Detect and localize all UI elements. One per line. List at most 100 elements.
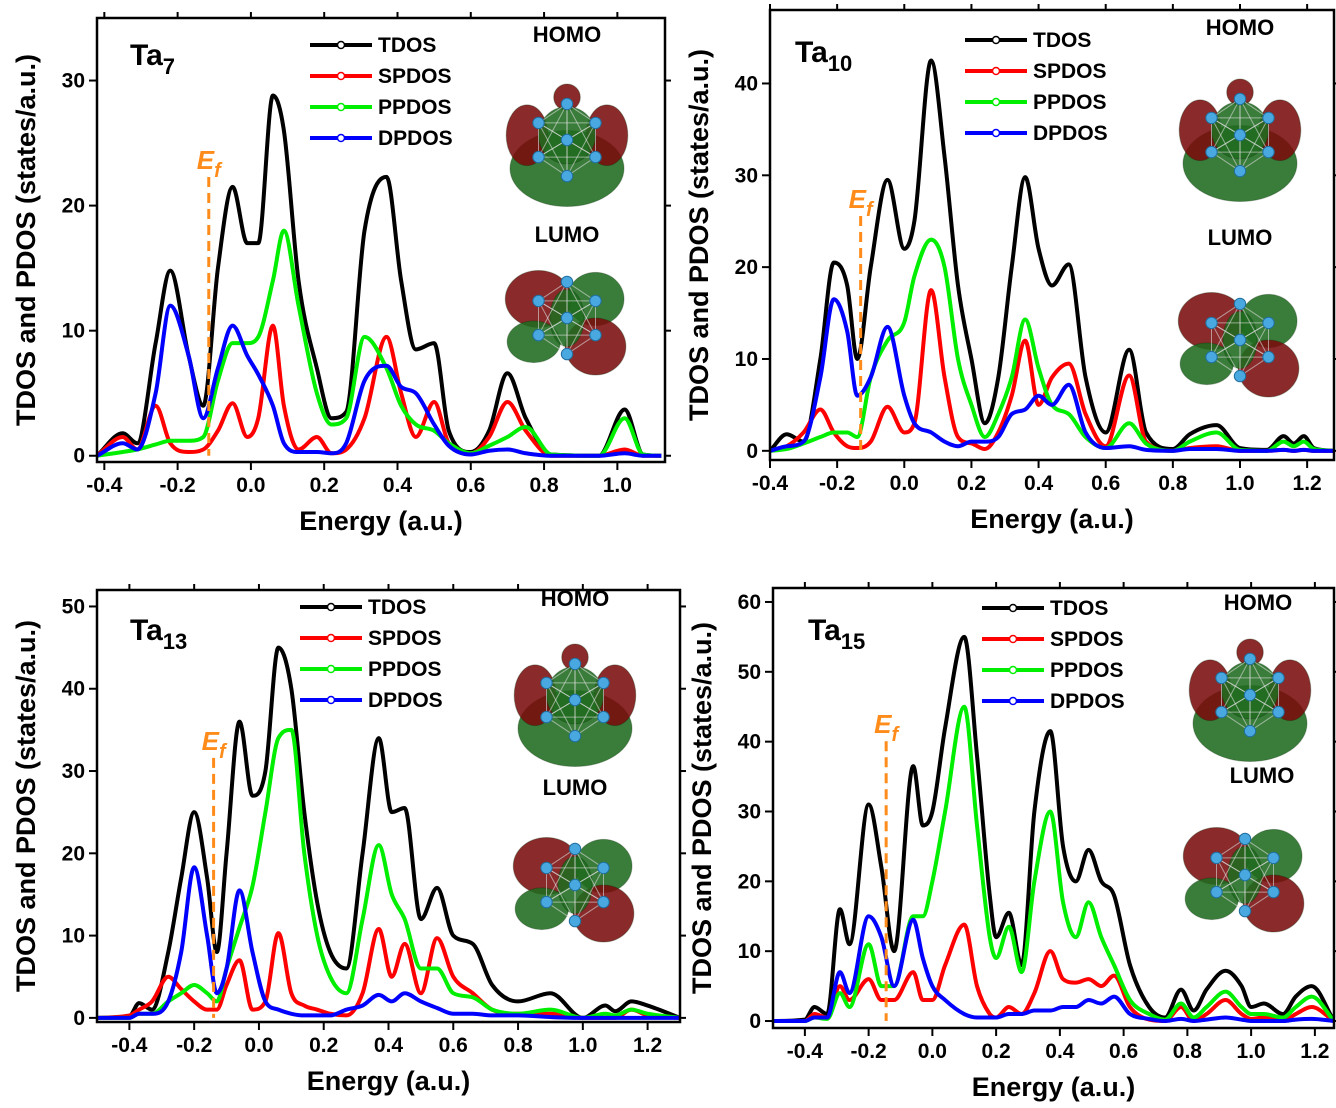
fermi-label: Ef: [202, 726, 228, 763]
panel-title: Ta7: [130, 39, 175, 79]
atom: [568, 842, 582, 856]
series-line: [97, 865, 680, 1020]
plot-frame: [95, 588, 682, 1024]
legend-label: SPDOS: [378, 65, 452, 88]
atom: [1262, 111, 1275, 125]
atom: [1210, 851, 1223, 865]
atom: [560, 97, 574, 111]
atom: [568, 729, 582, 743]
bond: [574, 682, 604, 737]
atom: [1243, 724, 1257, 738]
bond: [574, 848, 604, 903]
bond: [1239, 117, 1269, 172]
x-tick-label: 1.0: [1237, 1040, 1266, 1063]
bond: [1249, 658, 1279, 713]
atom: [1233, 92, 1247, 106]
bond: [574, 663, 604, 718]
orbital-image: [1182, 827, 1305, 933]
bond: [1239, 303, 1269, 358]
atom: [560, 311, 574, 325]
plot-frame: [771, 586, 1336, 1030]
panel-title-main: Ta: [130, 39, 163, 72]
atom: [1205, 316, 1218, 330]
x-tick-label: 0.2: [957, 472, 986, 495]
inset-label: HOMO: [533, 22, 601, 47]
legend-label: TDOS: [1050, 597, 1108, 620]
atom: [597, 676, 610, 690]
atom: [1205, 350, 1218, 364]
atom: [1267, 851, 1280, 865]
bond: [538, 300, 568, 355]
fermi-label-main: E: [202, 726, 220, 756]
atom: [1205, 145, 1218, 159]
legend-label: SPDOS: [368, 627, 442, 650]
atom: [1215, 705, 1228, 719]
atom: [1210, 885, 1223, 899]
legend-label: PPDOS: [368, 658, 442, 681]
series-line: [97, 727, 680, 1020]
atom: [1215, 671, 1228, 685]
inset-label: LUMO: [535, 222, 600, 247]
y-axis-title: TDOS and PDOS (states/a.u.): [684, 49, 714, 421]
bond: [1216, 857, 1246, 912]
atom: [532, 116, 545, 130]
fermi-label-sub: f: [219, 741, 228, 763]
bond: [566, 122, 596, 177]
x-tick-label: 0.6: [1109, 1040, 1138, 1063]
x-tick-label: -0.4: [111, 1034, 148, 1057]
x-tick-label: 0.4: [1045, 1040, 1075, 1063]
atom: [1233, 164, 1247, 178]
atom: [1267, 885, 1280, 899]
y-tick-label: 0: [746, 440, 758, 463]
y-tick-label: 60: [738, 591, 761, 614]
x-tick-label: 0.8: [503, 1034, 533, 1057]
y-tick-label: 10: [738, 940, 761, 963]
bond: [566, 281, 596, 336]
y-tick-label: 40: [738, 731, 761, 754]
series-line: [97, 645, 680, 1020]
y-tick-label: 30: [62, 70, 85, 93]
legend-label: DPDOS: [368, 689, 443, 712]
y-tick-label: 20: [62, 842, 85, 865]
legend-marker: [1008, 603, 1018, 613]
panel-title-main: Ta: [130, 614, 163, 647]
x-axis-title: Energy (a.u.): [972, 1072, 1136, 1102]
y-tick-label: 40: [735, 72, 758, 95]
x-tick-label: 0.8: [1158, 472, 1188, 495]
series-line: [773, 704, 1334, 1024]
atom: [589, 150, 602, 164]
atom: [1262, 350, 1275, 364]
legend-marker: [991, 66, 1001, 76]
legend-marker: [326, 664, 336, 674]
bond: [1211, 98, 1241, 153]
panel-title-sub: 13: [163, 629, 187, 654]
y-axis-title: TDOS and PDOS (states/a.u.): [687, 622, 717, 994]
inset-label: LUMO: [543, 775, 608, 800]
y-tick-label: 20: [738, 870, 761, 893]
x-tick-label: 0.8: [1173, 1040, 1203, 1063]
atom: [597, 710, 610, 724]
atom: [589, 116, 602, 130]
inset-label: LUMO: [1208, 225, 1273, 250]
bond: [1211, 303, 1241, 358]
atom: [532, 150, 545, 164]
legend-marker: [991, 128, 1001, 138]
atom: [560, 133, 574, 147]
atom: [1233, 369, 1247, 383]
x-axis-title: Energy (a.u.): [970, 504, 1134, 534]
fermi-label: Ef: [874, 709, 900, 746]
fermi-label-sub: f: [866, 199, 875, 221]
atom: [560, 275, 574, 289]
fermi-label: Ef: [197, 145, 223, 182]
fermi-label-sub: f: [214, 160, 223, 182]
x-tick-label: 0.6: [439, 1034, 468, 1057]
legend-label: SPDOS: [1033, 60, 1107, 83]
bond: [546, 682, 576, 737]
bond: [538, 103, 568, 158]
bond: [546, 848, 576, 903]
x-tick-label: 1.2: [1293, 472, 1322, 495]
bond: [1221, 658, 1251, 713]
series-line: [773, 634, 1334, 1024]
plot-frame: [95, 16, 667, 464]
